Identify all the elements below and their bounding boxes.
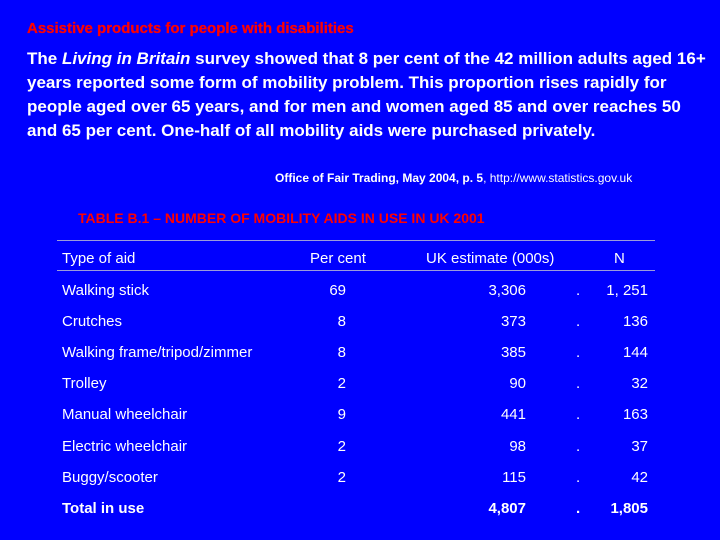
slide-title: Assistive products for people with disab…: [27, 20, 354, 37]
n-cell: 144: [622, 344, 648, 361]
separator-dot: .: [576, 282, 581, 299]
n-cell: 163: [622, 406, 648, 423]
aid-type-cell: Walking frame/tripod/zimmer: [62, 344, 253, 361]
percent-cell: 9: [337, 406, 346, 423]
header-per-cent: Per cent: [310, 250, 366, 267]
estimate-cell: 115: [502, 469, 526, 486]
estimate-cell: 373: [500, 313, 526, 330]
percent-cell: 2: [337, 469, 346, 486]
separator-dot: .: [576, 438, 581, 455]
intro-text-start: The: [27, 49, 62, 68]
survey-name: Living in Britain: [61, 49, 191, 68]
percent-cell: 8: [337, 313, 346, 330]
source-citation: Office of Fair Trading, May 2004, p. 5, …: [275, 171, 632, 185]
table-header-rule: [57, 270, 655, 271]
estimate-cell: 90: [509, 375, 526, 392]
separator-dot: .: [576, 375, 581, 392]
n-cell: 136: [622, 313, 648, 330]
aid-type-cell: Crutches: [62, 313, 123, 330]
estimate-cell: 385: [500, 344, 526, 361]
source-reference: Office of Fair Trading, May 2004, p. 5: [275, 171, 484, 185]
intro-paragraph: The Living in Britain survey showed that…: [27, 47, 707, 143]
table-title: TABLE B.1 – NUMBER OF MOBILITY AIDS IN U…: [78, 210, 485, 226]
percent-cell: 2: [337, 375, 346, 392]
aid-type-cell: Manual wheelchair: [62, 406, 188, 423]
aid-type-cell: Walking stick: [62, 282, 149, 299]
header-type-of-aid: Type of aid: [62, 250, 136, 267]
percent-cell: 8: [337, 344, 346, 361]
table-top-rule: [57, 240, 655, 241]
intro-text-end: survey showed that 8 per cent of the 42 …: [27, 49, 706, 140]
percent-cell: 69: [329, 282, 346, 299]
estimate-cell: 3,306: [488, 282, 526, 299]
n-cell: 37: [631, 438, 648, 455]
source-url: , http://www.statistics.gov.uk: [483, 171, 633, 185]
n-cell: 32: [631, 375, 648, 392]
n-cell: 42: [631, 469, 648, 486]
n-cell: 1, 251: [606, 282, 648, 299]
total-estimate: 4,807: [488, 500, 526, 517]
estimate-cell: 441: [500, 406, 526, 423]
separator-dot: .: [576, 500, 581, 517]
separator-dot: .: [576, 469, 581, 486]
aid-type-cell: Electric wheelchair: [62, 438, 188, 455]
header-uk-estimate: UK estimate (000s): [426, 250, 555, 267]
aid-type-cell: Trolley: [62, 375, 107, 392]
header-n: N: [614, 250, 625, 267]
total-label: Total in use: [62, 500, 145, 517]
percent-cell: 2: [337, 438, 346, 455]
separator-dot: .: [576, 344, 581, 361]
aid-type-cell: Buggy/scooter: [62, 469, 158, 486]
total-n: 1,805: [610, 500, 648, 517]
separator-dot: .: [576, 313, 581, 330]
separator-dot: .: [576, 406, 581, 423]
estimate-cell: 98: [509, 438, 526, 455]
